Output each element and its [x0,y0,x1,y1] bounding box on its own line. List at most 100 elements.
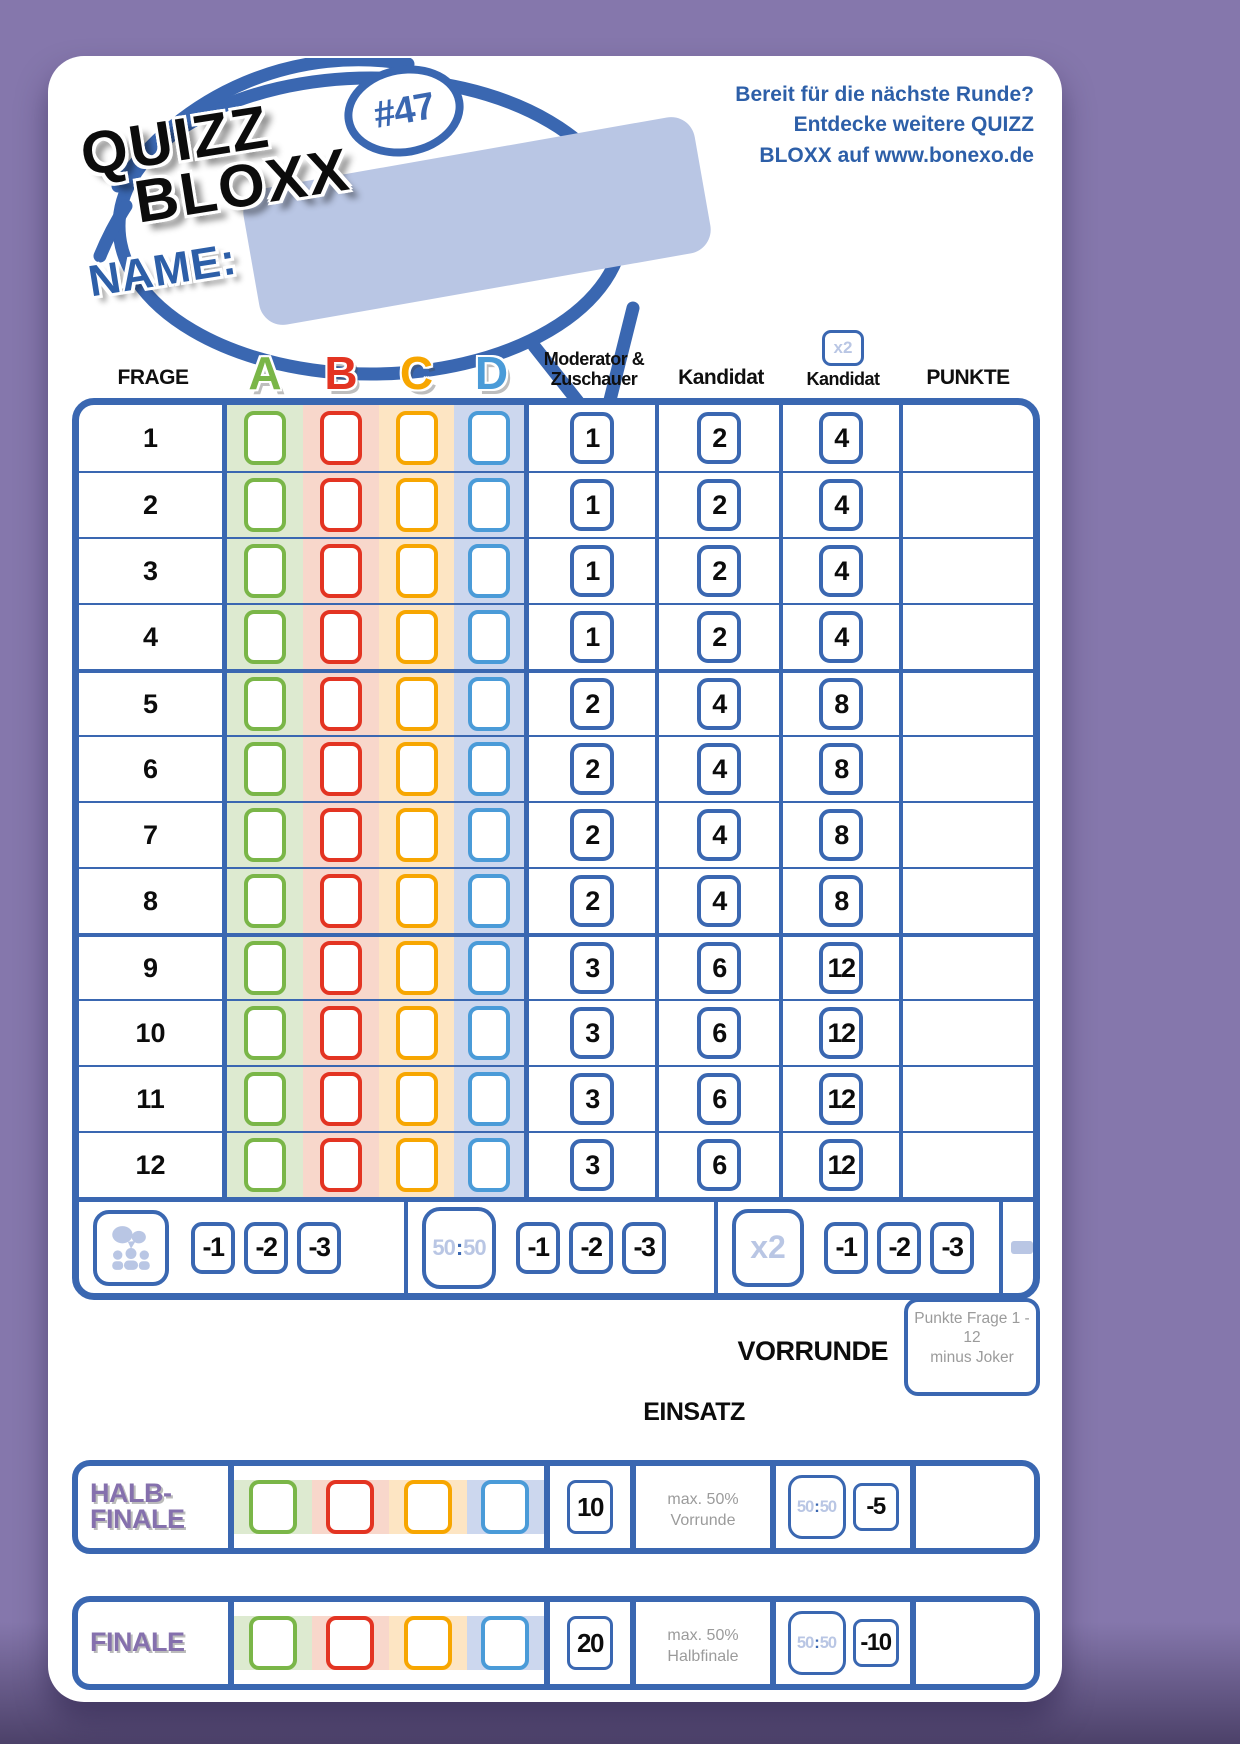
punkte-cell[interactable] [903,937,1033,999]
answer-checkbox-a[interactable] [244,478,286,532]
answer-cell-d [454,539,529,603]
punkte-cell[interactable] [903,473,1033,537]
answer-checkbox-d[interactable] [468,941,510,995]
audience-joker-chip[interactable] [93,1209,169,1286]
punkte-cell[interactable] [903,737,1033,801]
punkte-cell[interactable] [903,673,1033,735]
x2-joker-chip[interactable]: x2 [732,1208,804,1287]
answer-checkbox-b[interactable] [320,610,362,664]
answer-checkbox-d[interactable] [468,1006,510,1060]
answer-checkbox-c[interactable] [395,808,438,862]
answer-checkbox-a[interactable] [244,544,286,598]
answer-checkbox-b[interactable] [326,1616,375,1670]
answer-checkbox-b[interactable] [320,478,362,532]
answer-checkbox-c[interactable] [395,478,438,532]
punkte-cell[interactable] [903,1001,1033,1065]
frage-header: FRAGE [117,366,190,389]
answer-checkbox-b[interactable] [320,1006,362,1060]
kandidat-points-chip: 6 [697,942,741,994]
answer-checkbox-d[interactable] [481,1616,530,1670]
moderator-points-chip: 2 [570,743,614,795]
answer-checkbox-c[interactable] [395,610,438,664]
answer-checkbox-a[interactable] [244,874,286,928]
answer-checkbox-b[interactable] [320,1072,362,1126]
fifty-fifty-text: 50 [819,1633,837,1652]
answer-checkbox-b[interactable] [320,941,362,995]
moderator-points-chip: 3 [570,1007,614,1059]
answer-checkbox-d[interactable] [468,808,510,862]
vorrunde-section: VORRUNDE Punkte Frage 1 - 12 minus Joker… [72,1296,1040,1456]
punkte-cell[interactable] [903,1133,1033,1197]
punkte-cell[interactable] [903,605,1033,669]
moderator-points-chip: 2 [570,678,614,730]
fifty-fifty-text: 50 [463,1234,487,1260]
kandidat-points-chip: 6 [697,1007,741,1059]
answer-checkbox-d[interactable] [468,874,510,928]
finale-punkte-cell[interactable] [910,1602,1034,1684]
answer-checkbox-c[interactable] [395,874,438,928]
answer-checkbox-d[interactable] [468,544,510,598]
answer-checkbox-c[interactable] [395,677,438,731]
finale-label: FINALE [78,1602,228,1684]
answer-checkbox-b[interactable] [320,1138,362,1192]
answer-checkbox-d[interactable] [468,411,510,465]
answer-checkbox-a[interactable] [244,411,286,465]
answer-checkbox-a[interactable] [248,1616,297,1670]
punkte-cell[interactable] [903,1067,1033,1131]
answer-checkbox-d[interactable] [468,478,510,532]
answer-checkbox-a[interactable] [248,1480,297,1534]
answer-checkbox-a[interactable] [244,941,286,995]
answer-checkbox-d[interactable] [481,1480,530,1534]
punkte-cell[interactable] [903,869,1033,933]
answer-checkbox-b[interactable] [326,1480,375,1534]
answer-cell-a [234,1616,312,1670]
fifty-fifty-chip[interactable]: 50:50 [787,1475,846,1539]
answer-checkbox-d[interactable] [468,742,510,796]
answer-checkbox-b[interactable] [320,742,362,796]
moderator-points-chip: 1 [570,611,614,663]
answer-checkbox-c[interactable] [395,411,438,465]
answer-checkbox-a[interactable] [244,1072,286,1126]
fifty-fifty-chip[interactable]: 50:50 [787,1611,846,1675]
answer-checkbox-d[interactable] [468,1072,510,1126]
kandidat-x2-points-chip: 12 [819,1073,863,1125]
punkte-cell[interactable] [903,539,1033,603]
answer-checkbox-c[interactable] [403,1480,452,1534]
answer-checkbox-c[interactable] [395,1006,438,1060]
punkte-cell[interactable] [903,803,1033,867]
answer-checkbox-a[interactable] [244,808,286,862]
answer-checkbox-c[interactable] [395,544,438,598]
answer-cell-b [303,539,379,603]
answer-checkbox-a[interactable] [244,1006,286,1060]
answer-checkbox-b[interactable] [320,411,362,465]
answer-checkbox-a[interactable] [244,610,286,664]
answer-checkbox-b[interactable] [320,808,362,862]
answer-checkbox-a[interactable] [244,677,286,731]
halbfinale-punkte-cell[interactable] [910,1466,1034,1548]
moderator-points-chip-cell: 3 [529,1067,659,1131]
penalty-chip: -3 [622,1221,666,1274]
answer-checkbox-d[interactable] [468,677,510,731]
answer-checkbox-c[interactable] [395,742,438,796]
answer-checkbox-c[interactable] [395,941,438,995]
answer-cell-c [389,1616,467,1670]
answer-checkbox-d[interactable] [468,610,510,664]
answer-checkbox-b[interactable] [320,874,362,928]
joker-row: -1 -2 -3 50:50 -1 -2 -3 x2 -1 -2 -3 [79,1197,1033,1293]
kandidat-points-chip-cell: 6 [659,1001,783,1065]
answer-checkbox-a[interactable] [244,742,286,796]
answer-checkbox-d[interactable] [468,1138,510,1192]
answer-checkbox-b[interactable] [320,544,362,598]
answer-checkbox-a[interactable] [244,1138,286,1192]
question-number: 7 [79,803,227,867]
answer-checkbox-c[interactable] [395,1072,438,1126]
punkte-cell[interactable] [903,405,1033,471]
vorrunde-points-box[interactable]: Punkte Frage 1 - 12 minus Joker [904,1298,1040,1396]
answer-cell-b [303,473,379,537]
answer-cell-a [227,405,303,471]
fifty-fifty-joker-chip[interactable]: 50:50 [422,1206,496,1289]
answer-checkbox-c[interactable] [395,1138,438,1192]
answer-checkbox-c[interactable] [403,1616,452,1670]
answer-checkbox-b[interactable] [320,677,362,731]
table-rows: 1 1 2 4 2 1 2 4 3 1 2 4 4 1 2 4 5 2 4 8 6 2 4 8 7 2 4 8 8 2 4 8 9 3 6 12 10 3… [79,405,1033,1197]
